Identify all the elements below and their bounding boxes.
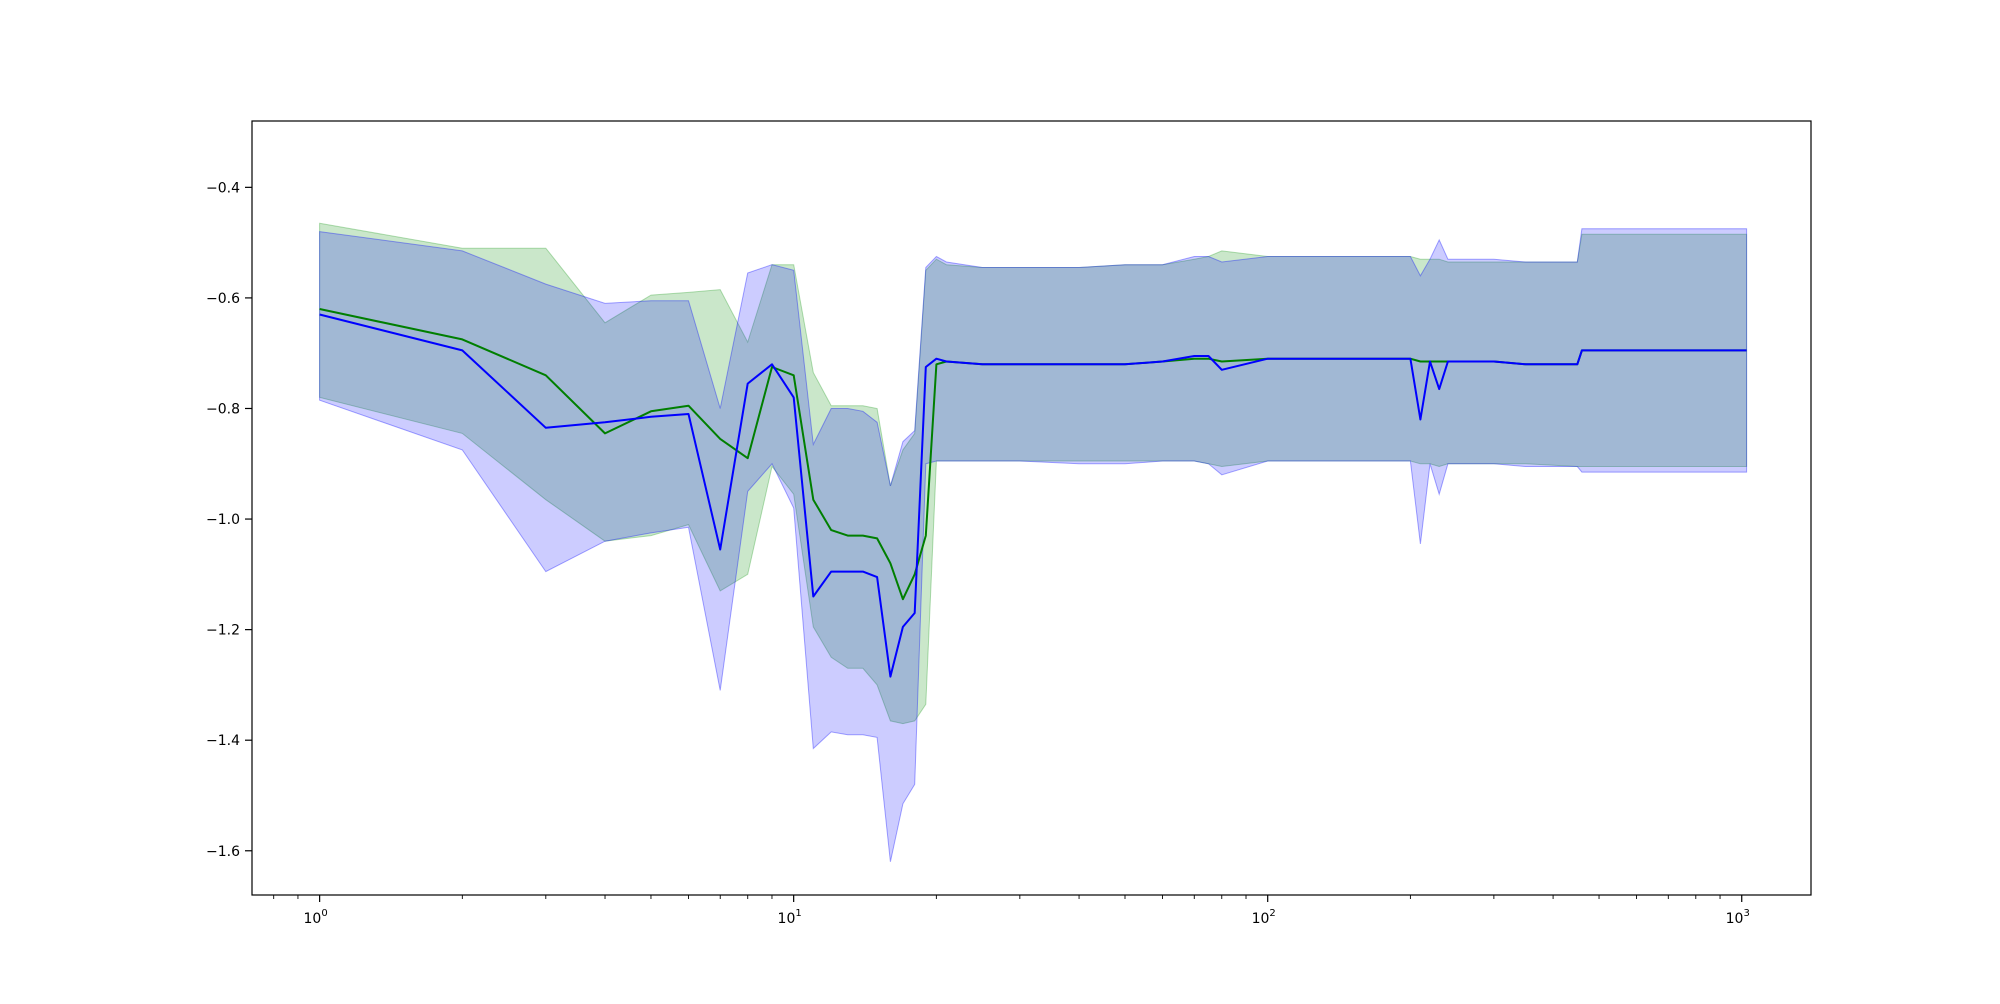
band-green: [319, 222, 1748, 725]
x-tick-label: 101: [778, 908, 802, 927]
y-tick-label: −1.2: [206, 623, 240, 639]
y-tick-label: −1.4: [206, 733, 240, 749]
x-tick-label: 103: [1726, 908, 1750, 927]
plot-area-frame: [251, 120, 1812, 896]
series-lines: [319, 308, 1747, 678]
x-axis: 100 101 102 103: [273, 895, 1750, 927]
x-tick-label: 102: [1252, 908, 1276, 927]
y-tick-label: −0.4: [206, 180, 240, 196]
y-tick-label: −0.6: [206, 291, 240, 307]
y-axis: −0.4 −0.6 −0.8 −1.0 −1.2 −1.4 −1.6: [206, 180, 252, 860]
band-blue: [319, 228, 1748, 862]
confidence-bands: [319, 222, 1748, 862]
y-tick-label: −1.0: [206, 512, 240, 528]
x-tick-label: 100: [304, 908, 328, 927]
y-tick-label: −1.6: [206, 844, 240, 860]
y-tick-label: −0.8: [206, 401, 240, 417]
series-line-blue: [319, 313, 1747, 678]
